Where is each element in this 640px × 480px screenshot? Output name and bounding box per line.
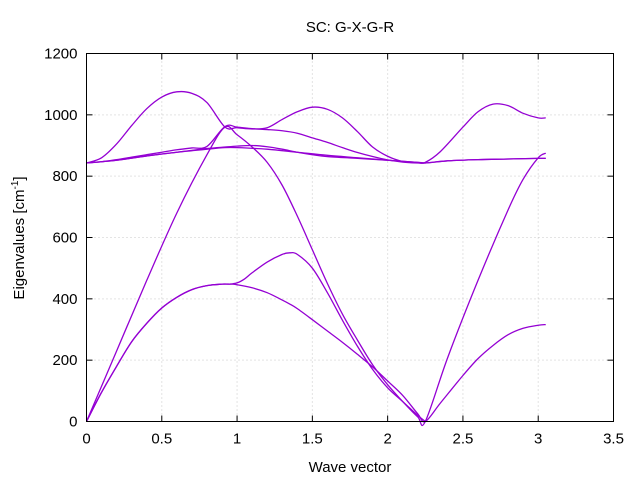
chart-title: SC: G-X-G-R	[306, 19, 394, 36]
band-line-3	[85, 125, 547, 427]
y-tick-label: 0	[69, 414, 77, 431]
y-tick-label: 200	[52, 352, 77, 369]
x-tick-label: 1	[233, 431, 241, 448]
x-tick-label: 3.5	[603, 431, 624, 448]
band-line-4	[86, 90, 546, 164]
x-tick-label: 0	[82, 431, 90, 448]
x-tick-label: 1.5	[302, 431, 323, 448]
y-tick-label: 1200	[44, 46, 77, 63]
x-tick-label: 0.5	[151, 431, 172, 448]
axis-ticks	[86, 53, 614, 422]
band-line-1	[85, 283, 546, 423]
y-axis-label: Eigenvalues [cm-1]	[10, 176, 28, 299]
grid-lines	[86, 53, 614, 422]
band-line-7	[86, 146, 426, 164]
y-tick-labels: 0 200 400 600 800 1000 1200	[44, 46, 77, 431]
x-axis-label: Wave vector	[309, 459, 392, 476]
band-line-2	[85, 251, 426, 423]
band-line-5	[86, 124, 546, 164]
series-layer	[85, 90, 547, 427]
y-tick-label: 800	[52, 168, 77, 185]
y-tick-label: 600	[52, 230, 77, 247]
x-tick-label: 2	[383, 431, 391, 448]
y-axis-label-end: ]	[11, 176, 28, 180]
y-axis-label-main: Eigenvalues [cm	[11, 190, 28, 300]
x-tick-label: 3	[534, 431, 542, 448]
y-axis-label-superscript: -1	[10, 180, 21, 189]
y-tick-label: 1000	[44, 107, 77, 124]
x-tick-labels: 0 0.5 1 1.5 2 2.5 3 3.5	[82, 431, 624, 448]
y-tick-label: 400	[52, 291, 77, 308]
x-tick-label: 2.5	[452, 431, 473, 448]
